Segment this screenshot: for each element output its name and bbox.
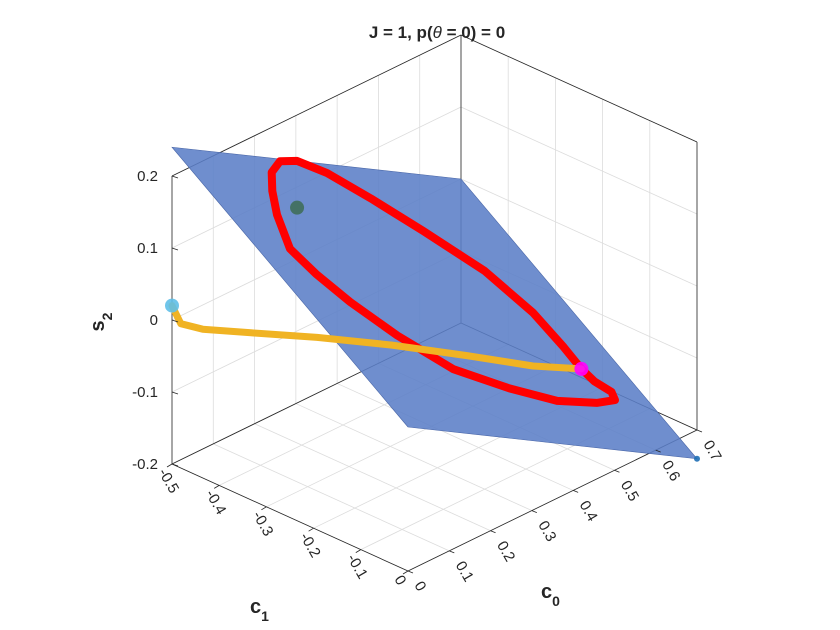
tick-label-s2: 0.2 xyxy=(137,168,158,185)
grid-line-floor-c0 xyxy=(295,403,533,511)
z-axis-label: s2 xyxy=(87,312,115,331)
tick-mark-c1 xyxy=(308,527,314,532)
tick-label-c0: 0.3 xyxy=(534,518,559,545)
tick-label-s2: 0 xyxy=(150,312,158,329)
tick-label-s2: -0.1 xyxy=(132,384,158,401)
x-axis-label: c0 xyxy=(541,581,560,609)
tick-mark-c0 xyxy=(655,449,661,453)
series-markers xyxy=(165,200,700,462)
marker-2 xyxy=(290,200,305,215)
tick-label-c0: 0.7 xyxy=(700,438,725,465)
tick-mark-c0 xyxy=(696,429,703,433)
series-curve-2 xyxy=(168,302,585,373)
box-edge xyxy=(171,463,409,572)
tick-label-c0: 0 xyxy=(411,579,430,595)
tick-label-c1: -0.4 xyxy=(202,487,230,518)
tick-mark-s2 xyxy=(171,175,179,179)
marker-4 xyxy=(694,455,700,462)
marker-1 xyxy=(165,298,179,313)
tick-mark-c0 xyxy=(407,570,414,574)
tick-mark-c0 xyxy=(449,550,455,554)
tick-label-s2: 0.1 xyxy=(137,240,158,257)
grid-line-floor-c0 xyxy=(213,443,450,552)
grid-line-wall-s2b xyxy=(460,178,698,287)
series-curve-1 xyxy=(267,156,619,407)
tick-label-c1: -0.2 xyxy=(296,530,324,561)
tick-mark-c1 xyxy=(355,549,362,553)
y-axis-label: c1 xyxy=(250,596,269,624)
tick-mark-s2 xyxy=(171,391,179,395)
tick-label-c1: 0 xyxy=(391,573,410,589)
tick-mark-s2 xyxy=(171,463,179,467)
grid-line-floor-c0 xyxy=(336,383,574,491)
tick-mark-c0 xyxy=(531,510,538,513)
marker-3 xyxy=(574,361,589,376)
tick-label-c1: -0.3 xyxy=(249,508,277,539)
tick-mark-c0 xyxy=(572,490,579,493)
tick-label-c0: 0.4 xyxy=(576,498,601,525)
grid-line-wall-s2b xyxy=(460,106,698,215)
tick-label-c0: 0.2 xyxy=(493,538,518,565)
tick-mark-c1 xyxy=(213,485,220,489)
tick-mark-c1 xyxy=(261,506,267,511)
surface-plane xyxy=(171,146,698,460)
grid-line-floor-c0 xyxy=(254,423,491,532)
chart-title: J = 1, p(θ = 0) = 0 xyxy=(369,23,505,42)
tick-label-c0: 0.6 xyxy=(658,458,683,485)
tick-mark-s2 xyxy=(171,319,179,323)
tick-label-c1: -0.5 xyxy=(155,466,183,497)
z-axis-label-group: s2 xyxy=(87,312,115,331)
tick-mark-c0 xyxy=(614,469,620,473)
tick-mark-c0 xyxy=(490,530,496,534)
series-curves xyxy=(168,156,619,407)
box-edge xyxy=(460,34,698,143)
surface-quad xyxy=(171,146,698,460)
tick-mark-c1 xyxy=(166,463,173,468)
tick-label-s2: -0.2 xyxy=(132,456,158,473)
tick-label-c1: -0.1 xyxy=(343,551,371,582)
tick-label-c0: 0.5 xyxy=(617,478,642,505)
tick-mark-s2 xyxy=(171,247,179,251)
tick-mark-c1 xyxy=(402,570,409,575)
tick-label-c0: 0.1 xyxy=(452,558,477,585)
